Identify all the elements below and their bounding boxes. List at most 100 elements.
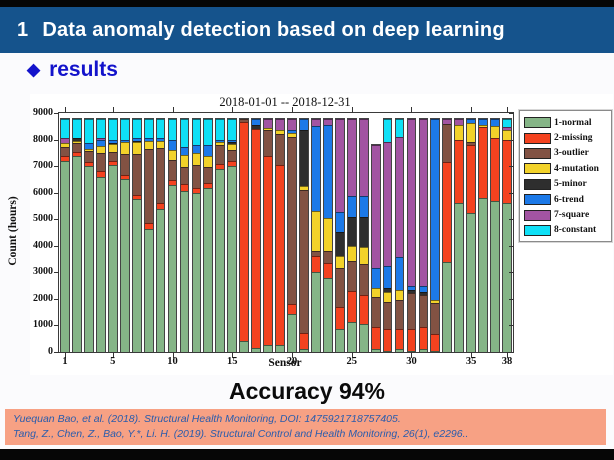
segment-2-missing <box>288 304 296 314</box>
y-tick-label: 3000 <box>33 266 53 278</box>
citation-line-1: Yuequan Bao, et al. (2018). Structural H… <box>13 413 401 425</box>
bottom-black-bar <box>0 449 614 460</box>
segment-1-normal <box>431 351 440 352</box>
segment-6-trend <box>120 139 129 143</box>
segment-2-missing <box>204 182 213 188</box>
segment-2-missing <box>359 294 368 324</box>
x-tick-top <box>471 107 473 113</box>
legend-label: 6-trend <box>554 194 584 205</box>
bar-sensor-9 <box>155 118 166 352</box>
diamond-icon: ◆ <box>27 60 41 79</box>
bar-sensor-2 <box>72 118 82 352</box>
segment-6-trend <box>479 119 488 125</box>
segment-8-constant <box>192 119 201 145</box>
y-tick-label: 0 <box>48 346 53 357</box>
segment-6-trend <box>491 119 499 127</box>
x-tick-top <box>172 107 174 113</box>
x-tick-top <box>351 107 353 113</box>
segment-5-minor <box>108 143 117 145</box>
x-tick <box>112 352 114 358</box>
segment-5-minor <box>228 142 237 144</box>
y-tick-right <box>509 219 513 221</box>
segment-4-mutation <box>276 130 284 135</box>
segment-2-missing <box>455 139 464 204</box>
segment-3-outlier <box>132 154 141 196</box>
segment-5-minor <box>335 231 344 256</box>
x-tick-label: 38 <box>501 356 513 367</box>
segment-4-mutation <box>300 186 308 191</box>
legend-label: 7-square <box>554 210 590 221</box>
legend-label: 4-mutation <box>554 163 599 174</box>
bar-sensor-20 <box>287 118 297 352</box>
y-tick-right <box>509 298 513 300</box>
segment-3-outlier <box>61 146 69 157</box>
y-tick-label: 6000 <box>33 186 53 198</box>
segment-1-normal <box>491 201 499 352</box>
segment-7-square <box>419 119 428 287</box>
segment-2-missing <box>73 151 81 157</box>
segment-1-normal <box>144 228 153 352</box>
segment-5-minor <box>407 290 416 294</box>
legend-entry-1-normal: 1-normal <box>524 115 609 130</box>
bar-sensor-11 <box>179 118 190 352</box>
segment-6-trend <box>407 286 416 291</box>
bar-sensor-18 <box>263 118 273 352</box>
y-tick-label: 1000 <box>33 319 53 331</box>
segment-3-outlier <box>73 143 81 152</box>
bar-sensor-32 <box>430 118 441 352</box>
y-tick <box>54 219 59 221</box>
segment-2-missing <box>395 328 404 350</box>
segment-6-trend <box>192 144 201 154</box>
segment-4-mutation <box>395 289 404 300</box>
segment-6-trend <box>168 139 177 151</box>
segment-4-mutation <box>216 141 225 145</box>
segment-8-constant <box>120 119 129 140</box>
segment-3-outlier <box>467 141 476 146</box>
segment-7-square <box>264 119 272 128</box>
segment-1-normal <box>73 156 81 352</box>
legend-entry-2-missing: 2-missing <box>524 130 609 145</box>
segment-2-missing <box>431 333 440 351</box>
segment-6-trend <box>467 119 476 124</box>
bar-sensor-25 <box>346 118 357 352</box>
segment-8-constant <box>204 119 213 146</box>
legend-entry-6-trend: 6-trend <box>524 192 609 207</box>
segment-1-normal <box>61 160 69 352</box>
segment-3-outlier <box>204 167 213 183</box>
segment-2-missing <box>419 327 428 350</box>
segment-6-trend <box>288 130 296 133</box>
bar-sensor-3 <box>83 118 94 352</box>
y-tick-label: 2000 <box>33 292 53 304</box>
segment-6-trend <box>204 145 213 156</box>
segment-1-normal <box>503 202 511 352</box>
segment-1-normal <box>359 323 368 352</box>
segment-8-constant <box>180 119 189 147</box>
segment-6-trend <box>96 139 105 147</box>
legend-swatch <box>524 224 551 236</box>
y-tick-right <box>509 192 513 194</box>
segment-8-constant <box>61 119 69 138</box>
segment-2-missing <box>335 306 344 330</box>
x-tick-label: 10 <box>167 356 178 367</box>
segment-1-normal <box>96 176 105 352</box>
chart-figure: 2018-01-01 -- 2018-12-31 0 1000 2000 3000 40… <box>7 94 613 375</box>
segment-6-trend <box>252 119 261 125</box>
segment-3-outlier <box>276 134 284 165</box>
segment-1-normal <box>156 208 165 352</box>
bar-sensor-23 <box>322 118 333 352</box>
bar-sensor-27 <box>370 144 381 352</box>
legend-entry-3-outlier: 3-outlier <box>524 146 609 161</box>
y-tick <box>54 166 59 168</box>
x-tick-label: 5 <box>110 356 116 367</box>
segment-7-square <box>323 119 332 125</box>
bar-sensor-6 <box>119 118 130 352</box>
segment-3-outlier <box>300 190 308 334</box>
segment-4-mutation <box>108 144 117 153</box>
segment-1-normal <box>108 164 117 352</box>
segment-4-mutation <box>383 291 392 302</box>
segment-7-square <box>335 119 344 212</box>
segment-3-outlier <box>323 250 332 263</box>
segment-2-missing <box>264 155 272 346</box>
segment-8-constant <box>96 119 105 139</box>
x-tick <box>291 352 293 358</box>
